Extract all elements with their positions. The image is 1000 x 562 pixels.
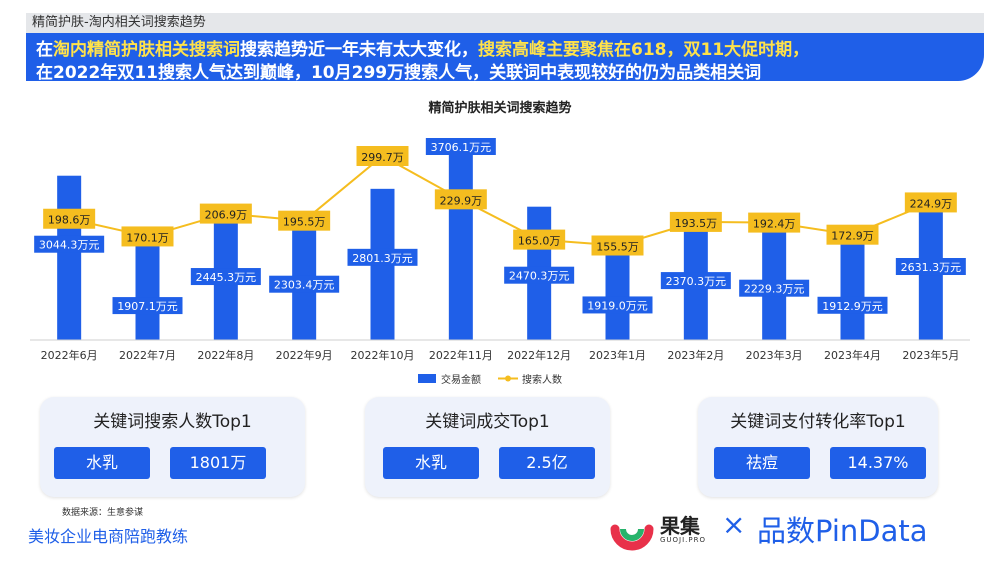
bar-label-box-8 bbox=[660, 272, 731, 290]
bar-label-3: 2303.4万元 bbox=[274, 279, 335, 292]
x-tick-0: 2022年6月 bbox=[41, 348, 98, 362]
kpi-card-conversion-top1: 关键词支付转化率Top1 祛痘 14.37% bbox=[698, 397, 938, 497]
line-label-box-7 bbox=[591, 235, 644, 256]
kpi-card-search-top1: 关键词搜索人数Top1 水乳 1801万 bbox=[40, 397, 305, 497]
kpi-title: 关键词成交Top1 bbox=[425, 412, 550, 432]
footer-slogan: 美妆企业电商陪跑教练 bbox=[28, 527, 189, 546]
bar-5 bbox=[448, 140, 473, 340]
headline-text: 搜索趋势近一年未有太大变化， bbox=[240, 40, 478, 60]
bar-label-box-5 bbox=[425, 138, 496, 155]
line-label-box-0 bbox=[43, 208, 96, 229]
kpi-term: 水乳 bbox=[54, 447, 150, 479]
headline-line-1: 在淘内精简护肤相关搜索词搜索趋势近一年未有太大变化，搜索高峰主要聚焦在618，双… bbox=[36, 35, 809, 60]
x-tick-8: 2023年2月 bbox=[667, 348, 724, 362]
bar-label-box-2 bbox=[190, 268, 261, 286]
x-tick-2: 2022年8月 bbox=[197, 348, 254, 362]
bar-label-9: 2229.3万元 bbox=[744, 283, 805, 296]
bar-label-box-3 bbox=[269, 275, 340, 293]
legend-line-label: 搜索人数 bbox=[522, 373, 562, 386]
bar-label-box-11 bbox=[895, 258, 966, 276]
trend-chart: 精简护肤相关词搜索趋势 3044.3万元 1907.1万元 2445.3万元 2303.… bbox=[30, 100, 970, 386]
kpi-title: 关键词搜索人数Top1 bbox=[93, 412, 252, 432]
legend-bar-label: 交易金额 bbox=[441, 373, 481, 386]
bar-0 bbox=[57, 175, 82, 340]
x-tick-4: 2022年10月 bbox=[351, 348, 415, 362]
x-tick-7: 2023年1月 bbox=[589, 348, 646, 362]
guoji-brand: 果集 bbox=[660, 514, 700, 538]
bar-label-box-9 bbox=[739, 279, 810, 297]
pindata-brand: 品数PinData bbox=[757, 514, 928, 548]
bar-label-11: 2631.3万元 bbox=[901, 261, 962, 274]
line-label-11: 224.9万 bbox=[910, 197, 953, 210]
headline-text: 在 bbox=[36, 40, 53, 60]
line-label-3: 195.5万 bbox=[283, 216, 326, 229]
headline-highlight: 搜索高峰主要聚焦在618，双11大促时期， bbox=[478, 40, 810, 60]
bar-label-box-10 bbox=[817, 296, 888, 314]
guoji-sub: GUOJI.PRO bbox=[660, 536, 707, 544]
x-tick-3: 2022年9月 bbox=[276, 348, 333, 362]
bar-10 bbox=[840, 236, 865, 340]
line-label-8: 193.5万 bbox=[675, 217, 718, 230]
legend-line-marker bbox=[505, 375, 511, 382]
line-label-box-6 bbox=[513, 229, 566, 250]
line-label-box-3 bbox=[278, 210, 331, 231]
guoji-logo-icon bbox=[610, 524, 654, 551]
headline-line-2: 在2022年双11搜索人气达到巅峰，10月299万搜索人气，关联词中表现较好的仍… bbox=[36, 63, 762, 83]
kpi-value: 2.5亿 bbox=[499, 447, 595, 479]
bar-label-box-4 bbox=[347, 248, 418, 266]
line-label-box-11 bbox=[904, 192, 957, 213]
legend-bar-swatch bbox=[418, 374, 436, 383]
bar-label-7: 1919.0万元 bbox=[587, 299, 648, 312]
line-label-7: 155.5万 bbox=[596, 240, 639, 253]
bar-label-box-7 bbox=[582, 296, 653, 314]
bar-label-5: 3706.1万元 bbox=[431, 141, 492, 154]
line-label-box-10 bbox=[826, 224, 879, 245]
top-bar bbox=[26, 13, 984, 33]
line-label-1: 170.1万 bbox=[126, 231, 169, 244]
line-label-box-8 bbox=[669, 211, 722, 232]
line-label-4: 299.7万 bbox=[361, 151, 404, 164]
kpi-value: 1801万 bbox=[170, 447, 266, 479]
bar-label-4: 2801.3万元 bbox=[352, 252, 413, 265]
line-label-9: 192.4万 bbox=[753, 218, 796, 231]
kpi-title: 关键词支付转化率Top1 bbox=[730, 412, 906, 432]
breadcrumb: 精简护肤-淘内相关词搜索趋势 bbox=[32, 15, 206, 30]
line-label-box-2 bbox=[199, 203, 252, 224]
kpi-value: 14.37% bbox=[830, 447, 926, 479]
bar-label-6: 2470.3万元 bbox=[509, 270, 570, 283]
x-tick-10: 2023年4月 bbox=[824, 348, 881, 362]
times-icon: × bbox=[722, 508, 746, 541]
line-label-box-9 bbox=[748, 212, 801, 233]
x-tick-6: 2022年12月 bbox=[507, 348, 571, 362]
x-tick-9: 2023年3月 bbox=[746, 348, 803, 362]
line-label-10: 172.9万 bbox=[831, 230, 874, 243]
bar-label-0: 3044.3万元 bbox=[39, 239, 100, 252]
headline-banner: 在淘内精简护肤相关搜索词搜索趋势近一年未有太大变化，搜索高峰主要聚焦在618，双… bbox=[26, 33, 984, 83]
x-tick-5: 2022年11月 bbox=[429, 348, 493, 362]
line-label-box-4 bbox=[356, 146, 409, 166]
line-label-box-1 bbox=[121, 226, 174, 247]
line-label-box-5 bbox=[434, 189, 487, 210]
chart-title: 精简护肤相关词搜索趋势 bbox=[428, 100, 571, 116]
bar-label-box-1 bbox=[112, 297, 183, 315]
bar-label-2: 2445.3万元 bbox=[196, 271, 257, 284]
line-label-0: 198.6万 bbox=[48, 214, 91, 227]
x-tick-1: 2022年7月 bbox=[119, 348, 176, 362]
line-label-2: 206.9万 bbox=[205, 209, 248, 222]
headline-highlight: 淘内精简护肤相关搜索词 bbox=[53, 40, 240, 60]
bar-label-10: 1912.9万元 bbox=[822, 300, 883, 313]
bar-label-1: 1907.1万元 bbox=[117, 300, 178, 313]
search-line bbox=[68, 154, 932, 247]
bar-1 bbox=[135, 237, 160, 340]
bar-label-box-0 bbox=[34, 235, 105, 253]
kpi-card-deal-top1: 关键词成交Top1 水乳 2.5亿 bbox=[365, 397, 610, 497]
data-source: 数据来源：生意参谋 bbox=[62, 508, 144, 518]
line-label-6: 165.0万 bbox=[518, 235, 561, 248]
bar-label-8: 2370.3万元 bbox=[666, 275, 727, 288]
bar-label-box-6 bbox=[504, 266, 575, 284]
line-label-5: 229.9万 bbox=[440, 194, 483, 207]
x-tick-11: 2023年5月 bbox=[902, 348, 959, 362]
kpi-term: 祛痘 bbox=[714, 447, 810, 479]
kpi-term: 水乳 bbox=[383, 447, 479, 479]
